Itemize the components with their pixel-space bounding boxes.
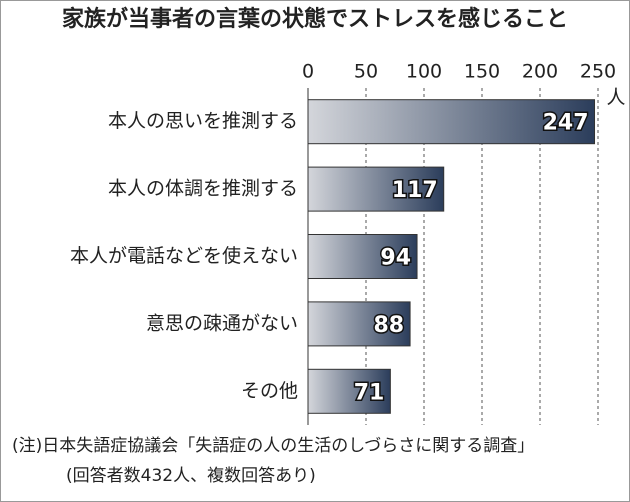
value-label: 88 <box>373 313 404 338</box>
y-tick-label: 意思の疎通がない <box>146 312 298 334</box>
chart-title: 家族が当事者の言葉の状態でストレスを感じること <box>62 6 568 32</box>
x-tick-label: 100 <box>406 61 442 83</box>
bar <box>307 99 596 145</box>
value-label: 117 <box>392 178 438 203</box>
value-label: 71 <box>354 380 385 405</box>
bar <box>307 234 418 279</box>
bar <box>307 166 445 212</box>
bar <box>307 301 411 347</box>
y-tick-label: 本人が電話などを使えない <box>70 245 298 267</box>
x-tick-label: 0 <box>302 61 314 83</box>
y-tick-label: 本人の思いを推測する <box>108 110 298 132</box>
x-tick-label: 250 <box>580 61 616 83</box>
note: (注)日本失語症協議会「失語症の人の生活のしづらさに関する調査」 <box>12 436 534 456</box>
value-label: 247 <box>543 111 589 136</box>
y-tick-label: その他 <box>241 380 298 402</box>
y-tick-label: 本人の体調を推測する <box>108 178 298 200</box>
x-unit: 人 <box>606 87 625 109</box>
value-label: 94 <box>380 246 411 271</box>
x-tick-label: 200 <box>522 61 558 83</box>
bar <box>307 368 391 414</box>
note: (回答者数432人、複数回答あり) <box>66 466 316 486</box>
x-tick-label: 150 <box>464 61 500 83</box>
x-tick-label: 50 <box>354 61 378 83</box>
